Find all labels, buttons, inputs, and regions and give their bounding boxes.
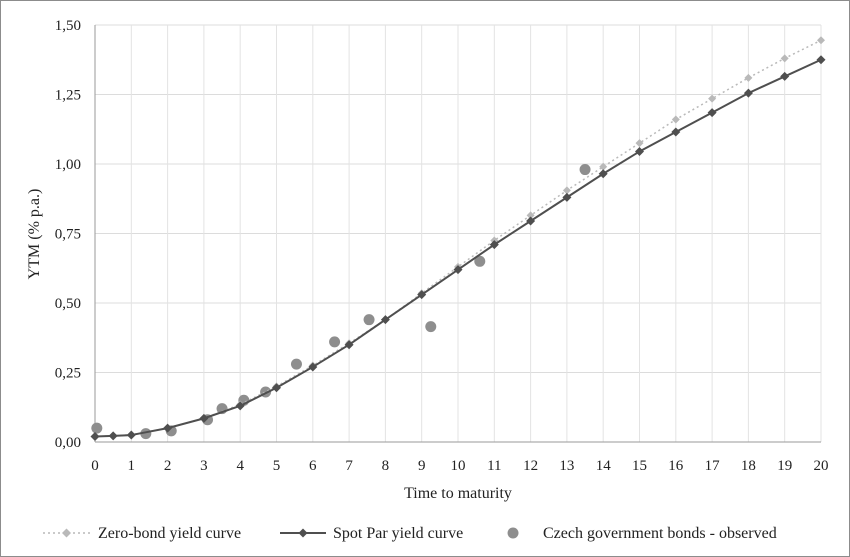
spot-par-point xyxy=(108,431,118,441)
spot-par-point xyxy=(635,146,644,156)
legend-item-2: Czech government bonds - observed xyxy=(507,525,777,542)
legend-label: Zero-bond yield curve xyxy=(98,525,241,542)
x-tick-label: 4 xyxy=(236,458,244,474)
legend-item-1: Spot Par yield curve xyxy=(280,525,463,542)
y-tick-label: 0,75 xyxy=(55,227,81,243)
axes xyxy=(94,25,821,443)
spot-par-point xyxy=(816,55,826,65)
observed-point xyxy=(579,164,591,176)
legend-item-0: Zero-bond yield curve xyxy=(43,525,241,542)
y-tick-label: 1,00 xyxy=(55,157,81,173)
x-tick-label: 7 xyxy=(345,458,353,474)
x-tick-labels: 0 1 2 3 4 5 6 7 8 9 10 11 12 13 14 15 16 17 18 19 20 xyxy=(91,458,828,474)
legend-label: Czech government bonds - observed xyxy=(543,525,777,542)
x-tick-label: 16 xyxy=(668,458,684,474)
x-tick-label: 10 xyxy=(451,458,466,474)
x-tick-label: 18 xyxy=(741,458,756,474)
y-tick-label: 0,25 xyxy=(55,366,81,382)
spot-par-point xyxy=(743,88,753,98)
legend-marker xyxy=(507,527,519,539)
spot-par-point xyxy=(126,430,136,440)
y-tick-label: 0,50 xyxy=(55,296,81,312)
x-tick-label: 13 xyxy=(559,458,574,474)
spot-par-point xyxy=(671,127,681,137)
legend-marker xyxy=(62,528,71,538)
zero-bond-point xyxy=(744,73,753,82)
x-tick-label: 2 xyxy=(164,458,172,474)
x-tick-label: 20 xyxy=(814,458,829,474)
zero-bond-point xyxy=(562,186,571,195)
spot-par-point xyxy=(453,265,463,275)
spot-par-line xyxy=(94,58,822,438)
zero-bond-line xyxy=(94,39,822,438)
zero-bond-point xyxy=(708,94,717,103)
observed-point xyxy=(425,321,437,333)
spot-par-point xyxy=(90,431,100,441)
x-tick-label: 9 xyxy=(418,458,426,474)
x-tick-label: 19 xyxy=(777,458,792,474)
legend-label: Spot Par yield curve xyxy=(333,525,463,542)
observed-point xyxy=(290,358,302,370)
x-tick-label: 5 xyxy=(273,458,281,474)
x-tick-label: 11 xyxy=(487,458,501,474)
spot-par-point xyxy=(163,423,173,433)
y-tick-label: 1,50 xyxy=(55,18,81,34)
spot-par-point xyxy=(707,108,717,118)
zero-bond-point xyxy=(671,115,680,124)
x-tick-label: 6 xyxy=(309,458,317,474)
spot-par-point xyxy=(272,383,281,393)
y-tick-label: 0,00 xyxy=(55,435,81,451)
spot-par-point xyxy=(526,216,536,226)
spot-par-point xyxy=(380,315,390,325)
observed-point xyxy=(474,255,486,267)
spot-par-point xyxy=(235,401,245,411)
spot-par-point xyxy=(417,290,427,300)
x-tick-label: 3 xyxy=(200,458,208,474)
spot-par-point xyxy=(308,362,318,372)
x-tick-label: 1 xyxy=(128,458,136,474)
series-2 xyxy=(91,164,591,440)
y-tick-label: 1,25 xyxy=(55,88,81,104)
zero-bond-point xyxy=(780,54,789,63)
legend-marker xyxy=(298,528,308,538)
y-tick-labels: 0,00 0,25 0,50 0,75 1,00 1,25 1,50 xyxy=(55,18,81,451)
grid-lines xyxy=(94,24,822,443)
observed-point xyxy=(91,422,103,434)
spot-par-point xyxy=(344,340,354,350)
x-tick-label: 17 xyxy=(705,458,721,474)
observed-point xyxy=(329,336,341,348)
x-tick-label: 14 xyxy=(596,458,612,474)
x-axis-title: Time to maturity xyxy=(404,485,512,502)
series-1 xyxy=(90,55,826,441)
x-tick-label: 0 xyxy=(91,458,99,474)
zero-bond-point xyxy=(599,162,608,171)
series-layer xyxy=(90,36,826,441)
spot-par-point xyxy=(598,169,608,179)
spot-par-point xyxy=(489,240,499,250)
zero-bond-point xyxy=(817,36,825,45)
legend: Zero-bond yield curve Spot Par yield curv… xyxy=(43,525,777,542)
zero-bond-point xyxy=(635,139,644,148)
observed-point xyxy=(363,314,375,326)
spot-par-point xyxy=(780,71,790,81)
spot-par-point xyxy=(562,192,572,202)
x-tick-label: 8 xyxy=(382,458,390,474)
y-axis-title: YTM (% p.a.) xyxy=(26,189,43,280)
x-tick-label: 12 xyxy=(523,458,538,474)
spot-par-point xyxy=(199,413,209,423)
x-tick-label: 15 xyxy=(632,458,647,474)
zero-bond-point xyxy=(526,211,535,220)
